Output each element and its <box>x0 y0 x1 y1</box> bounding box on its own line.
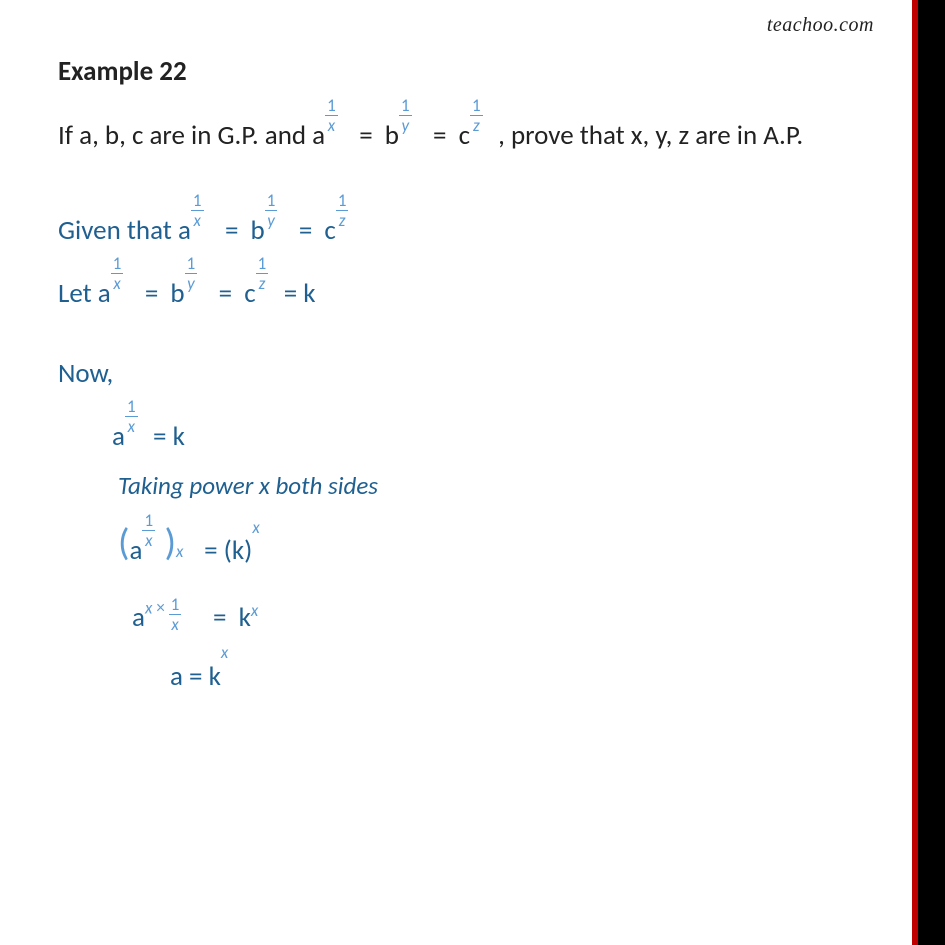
watermark: teachoo.com <box>767 14 874 37</box>
example-title: Example 22 <box>58 55 876 88</box>
red-border-decoration <box>912 0 918 945</box>
c-power-1z: c1z <box>459 114 470 157</box>
step-final: a = kx <box>58 651 876 702</box>
given-line: Given that a1x = b1y = c1z <box>58 205 876 256</box>
a-power-1x: a1x <box>312 114 325 157</box>
problem-text-post: , prove that x, y, z are in A.P. <box>492 119 803 152</box>
fraction-icon: 1x <box>325 97 338 134</box>
b-power-1y: b1y <box>385 114 399 157</box>
step-a-eq-k: a1x = k <box>58 411 876 462</box>
problem-text-pre: If a, b, c are in G.P. and <box>58 119 312 152</box>
times-icon: × <box>156 597 164 618</box>
step-paren: (a1x)x = (k)x <box>58 511 876 583</box>
close-paren-icon: ) <box>164 520 176 566</box>
open-paren-icon: ( <box>118 520 130 566</box>
step-exponent-product: ax×1x = kx <box>58 592 876 643</box>
let-line: Let a1x = b1y = c1z = k <box>58 268 876 319</box>
problem-statement: If a, b, c are in G.P. and a1x = b1y = c… <box>58 114 876 157</box>
now-label: Now, <box>58 348 876 399</box>
document-page: teachoo.com Example 22 If a, b, c are in… <box>0 0 918 945</box>
hint-text: Taking power x both sides <box>58 470 876 501</box>
steps-block: Now, a1x = k Taking power x both sides (… <box>58 348 876 702</box>
